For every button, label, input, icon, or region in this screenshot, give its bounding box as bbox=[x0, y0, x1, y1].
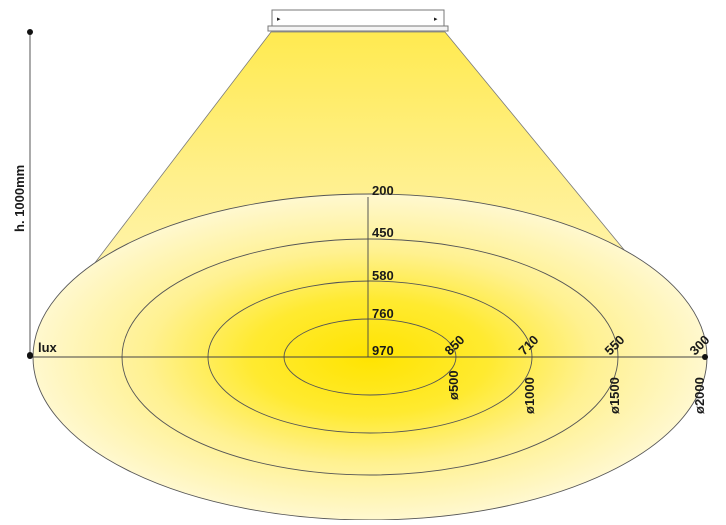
diameter-label: ø1500 bbox=[607, 377, 622, 414]
luminaire-fixture: ▸ ▸ bbox=[267, 9, 449, 32]
unit-label: lux bbox=[38, 340, 58, 355]
diameter-label: ø2000 bbox=[692, 377, 707, 414]
axis-endpoint-right bbox=[702, 354, 708, 360]
axis-endpoint-left bbox=[27, 353, 33, 359]
center-lux-label: 450 bbox=[372, 225, 394, 240]
height-dimension bbox=[27, 29, 33, 358]
center-lux-label: 970 bbox=[372, 343, 394, 358]
height-label: h. 1000mm bbox=[12, 165, 27, 232]
svg-text:▸: ▸ bbox=[434, 16, 438, 23]
diameter-label: ø1000 bbox=[522, 377, 537, 414]
svg-text:▸: ▸ bbox=[277, 16, 281, 23]
center-lux-label: 200 bbox=[372, 183, 394, 198]
diameter-label: ø500 bbox=[446, 370, 461, 400]
center-lux-label: 760 bbox=[372, 306, 394, 321]
center-lux-label: 580 bbox=[372, 268, 394, 283]
